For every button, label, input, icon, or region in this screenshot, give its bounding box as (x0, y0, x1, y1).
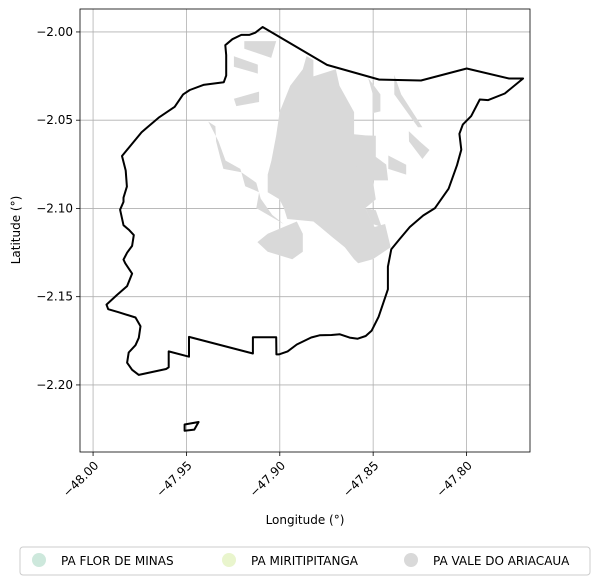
legend-label-vale-do-ariacaua: PA VALE DO ARIACAUA (433, 554, 570, 568)
y-axis-label: Latitude (°) (9, 196, 23, 265)
legend-marker-vale-do-ariacaua (404, 553, 418, 567)
urban-area-patch (267, 56, 391, 264)
urban-area-patch (344, 155, 361, 173)
x-tick-label: −47.80 (434, 458, 475, 499)
x-axis-label: Longitude (°) (266, 513, 345, 527)
y-tick-label: −2.10 (36, 201, 73, 215)
boundary-islet (183, 421, 200, 432)
y-axis-ticks: −2.00 −2.05 −2.10 −2.15 −2.20 (36, 25, 80, 392)
plot-frame (79, 8, 531, 453)
y-tick-label: −2.00 (36, 25, 73, 39)
urban-area-patch (394, 75, 423, 128)
x-axis-ticks: −48.00 −47.95 −47.90 −47.85 −47.80 (60, 452, 475, 500)
urban-area (208, 41, 430, 264)
urban-area-patch (368, 77, 381, 114)
x-tick-label: −47.85 (340, 458, 381, 499)
urban-area-patch (388, 155, 407, 175)
municipal-boundary (105, 26, 525, 432)
urban-area-patch (244, 41, 277, 58)
y-tick-label: −2.15 (36, 290, 73, 304)
boundary-outline (105, 26, 525, 376)
x-tick-label: −47.95 (153, 458, 194, 499)
legend-frame (19, 546, 591, 576)
x-tick-label: −48.00 (60, 458, 101, 499)
urban-area-patch (408, 131, 430, 159)
urban-area-patch (257, 221, 303, 260)
legend: PA FLOR DE MINAS PA MIRITIPITANGA PA VAL… (19, 546, 591, 576)
urban-area-patch (233, 56, 258, 74)
y-tick-label: −2.05 (36, 113, 73, 127)
legend-label-miritipitanga: PA MIRITIPITANGA (251, 554, 359, 568)
x-tick-label: −47.90 (247, 458, 288, 499)
y-tick-label: −2.20 (36, 378, 73, 392)
legend-marker-flor-de-minas (32, 553, 46, 567)
urban-area-patch (233, 91, 260, 107)
legend-label-flor-de-minas: PA FLOR DE MINAS (61, 554, 174, 568)
urban-area-patch (365, 208, 382, 227)
legend-marker-miritipitanga (222, 553, 236, 567)
